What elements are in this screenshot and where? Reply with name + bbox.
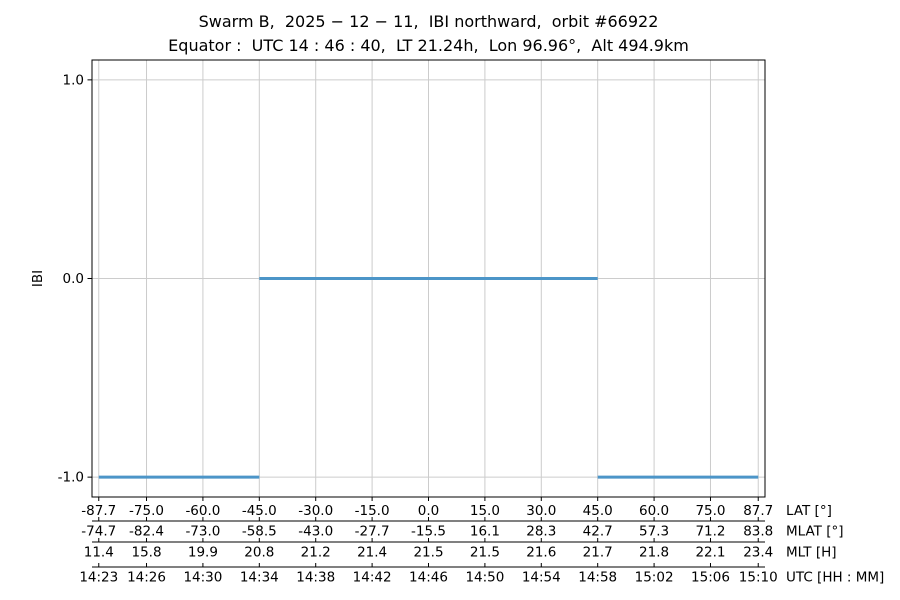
x-tick-label: 14:23 bbox=[79, 570, 118, 586]
x-tick-label: -87.7 bbox=[81, 503, 116, 519]
x-tick-label: 14:42 bbox=[353, 570, 392, 586]
y-tick-label: -1.0 bbox=[58, 470, 84, 486]
x-tick-label: 14:30 bbox=[183, 570, 222, 586]
x-tick-label: 21.4 bbox=[357, 545, 387, 561]
x-axis-row-name: MLAT [°] bbox=[786, 524, 844, 540]
x-tick-label: 83.8 bbox=[743, 524, 773, 540]
x-tick-label: 60.0 bbox=[639, 503, 669, 519]
y-tick-label: 0.0 bbox=[63, 271, 84, 287]
x-tick-label: 15:06 bbox=[691, 570, 730, 586]
x-tick-label: -27.7 bbox=[355, 524, 390, 540]
x-tick-label: -15.5 bbox=[411, 524, 446, 540]
x-tick-label: 14:46 bbox=[409, 570, 448, 586]
x-tick-label: 87.7 bbox=[743, 503, 773, 519]
x-axis-row-name: LAT [°] bbox=[786, 503, 832, 519]
x-tick-label: 57.3 bbox=[639, 524, 669, 540]
x-tick-label: 15.0 bbox=[470, 503, 500, 519]
x-tick-label: 15:10 bbox=[739, 570, 778, 586]
x-tick-label: 20.8 bbox=[244, 545, 274, 561]
x-tick-label: 11.4 bbox=[84, 545, 114, 561]
x-tick-label: 16.1 bbox=[470, 524, 500, 540]
x-tick-label: 21.5 bbox=[413, 545, 443, 561]
chart-subtitle: Equator : UTC 14 : 46 : 40, LT 21.24h, L… bbox=[168, 36, 689, 55]
x-tick-label: 21.8 bbox=[639, 545, 669, 561]
x-tick-label: 0.0 bbox=[418, 503, 439, 519]
x-tick-label: -15.0 bbox=[355, 503, 390, 519]
x-tick-label: 23.4 bbox=[743, 545, 773, 561]
x-tick-label: 14:58 bbox=[578, 570, 617, 586]
x-tick-label: 71.2 bbox=[695, 524, 725, 540]
chart-title: Swarm B, 2025 − 12 − 11, IBI northward, … bbox=[198, 12, 659, 31]
x-tick-label: 19.9 bbox=[188, 545, 218, 561]
x-tick-label: 21.6 bbox=[526, 545, 556, 561]
x-tick-label: -43.0 bbox=[298, 524, 333, 540]
x-tick-label: 14:50 bbox=[465, 570, 504, 586]
x-tick-label: -82.4 bbox=[129, 524, 164, 540]
y-axis-label: IBI bbox=[30, 270, 46, 287]
x-tick-label: 14:34 bbox=[240, 570, 279, 586]
x-tick-label: 21.7 bbox=[583, 545, 613, 561]
x-tick-label: -58.5 bbox=[242, 524, 277, 540]
x-axis-row-name: UTC [HH : MM] bbox=[786, 570, 884, 586]
x-tick-label: 45.0 bbox=[583, 503, 613, 519]
x-tick-label: 14:54 bbox=[522, 570, 561, 586]
y-tick-label: 1.0 bbox=[63, 72, 84, 88]
x-tick-label: 21.5 bbox=[470, 545, 500, 561]
x-tick-label: 21.2 bbox=[301, 545, 331, 561]
x-tick-label: 30.0 bbox=[526, 503, 556, 519]
x-tick-label: -73.0 bbox=[185, 524, 220, 540]
x-axis-row-name: MLT [H] bbox=[786, 545, 837, 561]
x-tick-label: 75.0 bbox=[695, 503, 725, 519]
x-tick-label: 42.7 bbox=[583, 524, 613, 540]
x-tick-label: 28.3 bbox=[526, 524, 556, 540]
x-tick-label: -60.0 bbox=[185, 503, 220, 519]
x-tick-label: 14:38 bbox=[296, 570, 335, 586]
x-tick-label: 15.8 bbox=[131, 545, 161, 561]
x-tick-label: 14:26 bbox=[127, 570, 166, 586]
x-tick-label: -75.0 bbox=[129, 503, 164, 519]
x-tick-label: -30.0 bbox=[298, 503, 333, 519]
x-tick-label: 15:02 bbox=[635, 570, 674, 586]
x-tick-label: -74.7 bbox=[81, 524, 116, 540]
x-tick-label: -45.0 bbox=[242, 503, 277, 519]
x-tick-label: 22.1 bbox=[695, 545, 725, 561]
